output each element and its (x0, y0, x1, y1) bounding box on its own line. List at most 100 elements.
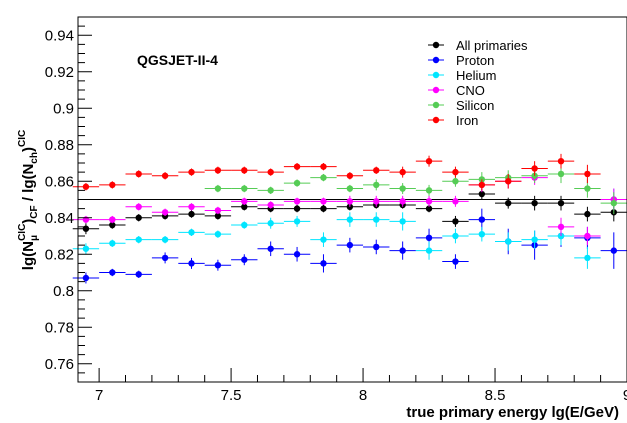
data-point (557, 157, 565, 165)
data-point (82, 245, 90, 252)
data-point (188, 168, 195, 176)
data-point (188, 229, 195, 236)
y-tick-label: 0.82 (45, 246, 74, 263)
legend-label: Proton (456, 53, 494, 68)
data-point (320, 236, 327, 243)
data-point (478, 181, 486, 189)
legend-label: Iron (456, 113, 478, 128)
data-point (610, 247, 618, 254)
data-point (373, 216, 380, 223)
data-point (452, 232, 459, 240)
data-point (267, 220, 274, 227)
data-point (188, 260, 195, 267)
y-axis-title: lg(NμCIC)CF / lg(Nch)CIC (17, 130, 40, 270)
data-point (505, 238, 512, 245)
y-title-mid: / lg(N (20, 164, 37, 206)
data-point (584, 254, 591, 262)
data-point (425, 157, 433, 165)
data-point (161, 254, 169, 262)
y-tick-label: 0.84 (45, 210, 74, 227)
data-point (584, 185, 591, 192)
y-title-sup1: CIC (17, 224, 28, 241)
data-point (346, 241, 354, 249)
data-point (267, 187, 274, 194)
data-point (161, 236, 169, 243)
data-point (425, 187, 433, 194)
data-point (135, 236, 142, 243)
data-point (320, 198, 327, 205)
x-tick-label: 9 (623, 387, 627, 404)
data-point (267, 168, 274, 176)
data-point (241, 167, 248, 174)
data-point (109, 216, 116, 223)
data-point (241, 203, 248, 210)
data-point (452, 258, 459, 265)
data-point (293, 163, 301, 170)
data-point (346, 185, 354, 192)
data-point (109, 181, 116, 189)
data-point (293, 251, 301, 258)
data-point (214, 185, 222, 192)
y-title-base1: lg(N (20, 241, 37, 270)
data-point (161, 172, 169, 179)
y-tick-label: 0.86 (45, 173, 74, 190)
data-point (293, 198, 301, 205)
x-tick-label: 7.5 (221, 387, 242, 404)
legend-marker (432, 56, 440, 64)
data-point (610, 199, 618, 207)
data-point (373, 198, 380, 205)
data-point (267, 201, 274, 209)
data-point (584, 170, 591, 178)
y-tick-label: 0.8 (53, 283, 74, 300)
data-point (505, 178, 512, 185)
data-point (135, 214, 142, 221)
chart-annotation: QGSJET-II-4 (137, 52, 218, 68)
y-title-close1: ) (20, 219, 37, 224)
data-point (214, 262, 222, 269)
x-tick-label: 8 (359, 387, 367, 404)
data-point (188, 203, 195, 210)
data-point (425, 205, 433, 212)
data-point (82, 274, 90, 282)
data-point (399, 198, 406, 205)
y-title-sub1: μ (29, 235, 40, 241)
data-point (531, 236, 538, 243)
data-point (478, 230, 486, 238)
legend-marker (432, 116, 440, 124)
data-point (214, 212, 222, 220)
data-point (241, 198, 248, 205)
data-point (557, 223, 565, 231)
data-point (452, 168, 459, 176)
data-point (452, 178, 459, 185)
data-point (214, 167, 222, 174)
data-point (293, 179, 301, 187)
data-point (584, 232, 591, 240)
y-title-sub2: ch (29, 152, 40, 164)
data-point (425, 247, 433, 254)
axis-layer: 0.76 0.78 0.8 0.82 0.84 0.86 0.88 0.9 0.92 0.94 7 7… (45, 16, 627, 404)
data-point (214, 230, 222, 238)
data-point (320, 163, 327, 170)
data-point (109, 269, 116, 276)
legend-marker (432, 101, 440, 109)
data-point (161, 209, 169, 216)
y-tick-label: 0.94 (45, 27, 74, 44)
data-point (214, 207, 222, 214)
data-point (188, 210, 195, 218)
data-point (399, 185, 406, 192)
data-point (531, 199, 538, 207)
y-tick-label: 0.88 (45, 137, 74, 154)
data-point (505, 199, 512, 207)
data-point (346, 216, 354, 223)
data-point (399, 247, 406, 254)
data-point (373, 181, 380, 189)
y-tick-label: 0.76 (45, 356, 74, 373)
data-layer (72, 153, 627, 284)
legend-marker (432, 71, 440, 79)
data-point (373, 167, 380, 174)
data-point (241, 256, 248, 263)
data-point (373, 243, 380, 251)
data-point (109, 240, 116, 247)
data-point (452, 218, 459, 225)
